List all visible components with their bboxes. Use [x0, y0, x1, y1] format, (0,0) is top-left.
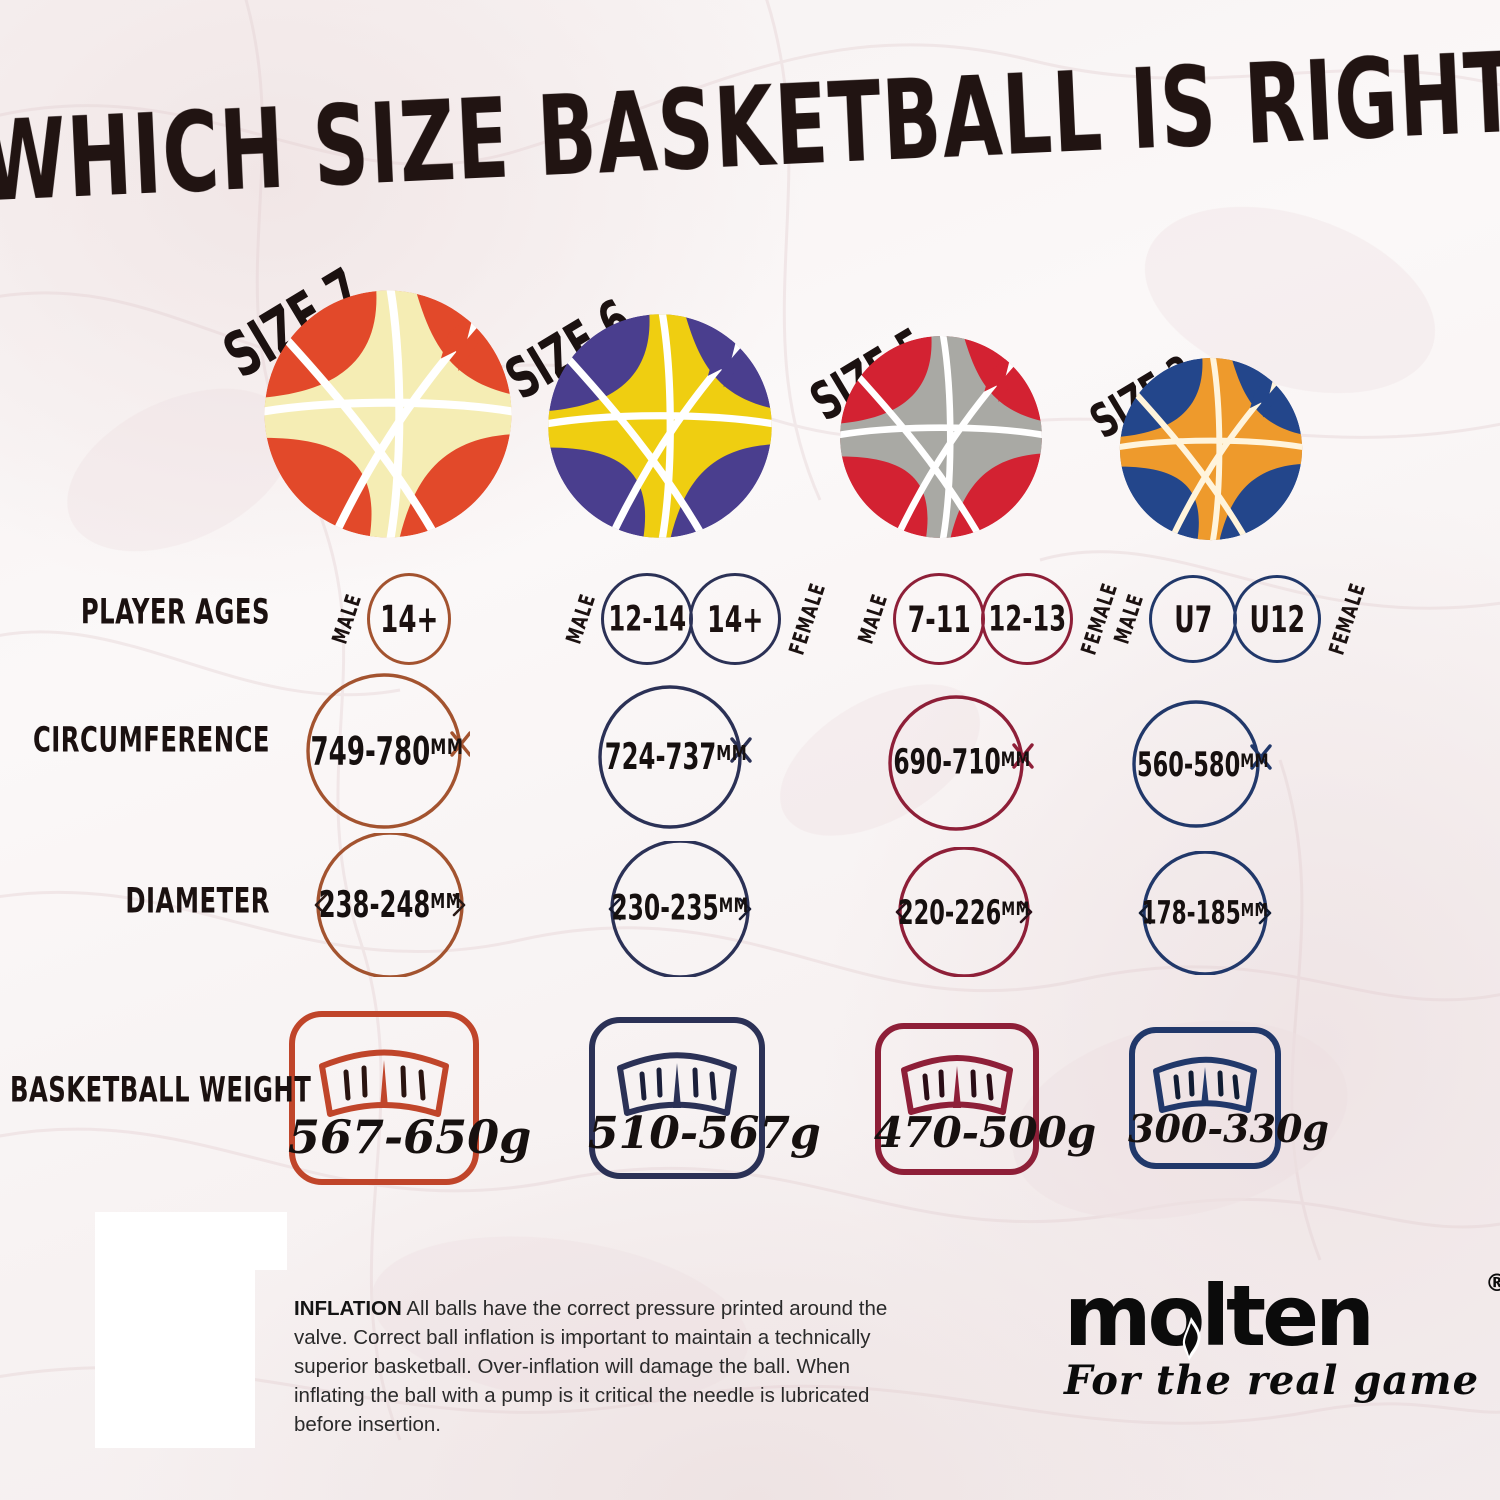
circumference-size-6-unit: MM	[716, 741, 748, 766]
scale-icon-size-7	[289, 1011, 479, 1185]
diameter-size-5: 220-226 MM	[886, 846, 1042, 978]
diameter-size-5-unit: MM	[1001, 897, 1030, 920]
age-tag-female-size-6-text: FEMALE	[785, 579, 832, 659]
scale-icon-size-5	[875, 1023, 1039, 1175]
age-tag-female-size-3-text: FEMALE	[1325, 579, 1372, 659]
age-tag-male-size-6-text: MALE	[561, 590, 602, 648]
diameter-size-6-value: 230-235	[611, 888, 719, 930]
circumference-size-5-value: 690-710	[893, 742, 1001, 784]
age-group-size-6: MALE 12-14 14+ FEMALE	[556, 573, 845, 665]
age-tag-female-size-6: FEMALE	[785, 579, 832, 659]
molten-wordmark: molten ®	[1064, 1271, 1500, 1361]
weight-scale-size-7: 567-650g	[288, 1010, 532, 1191]
age-circle-size-6-1-text: 14+	[707, 597, 764, 641]
diameter-size-6: 230-235 MM	[598, 839, 762, 979]
row-label-player-ages: PLAYER AGES	[20, 592, 270, 632]
inflation-note: INFLATION All balls have the correct pre…	[294, 1294, 894, 1439]
age-circle-size-3-0: U7	[1149, 575, 1238, 663]
weight-size-6-value: 510-567g	[588, 1108, 821, 1159]
age-circle-size-6-1: 14+	[689, 573, 782, 665]
molten-logo: molten ® For the real game	[1064, 1271, 1500, 1405]
flame-icon	[1172, 1296, 1208, 1373]
age-tag-male-size-3-text: MALE	[1109, 590, 1150, 648]
circumference-size-3-value: 560-580	[1136, 744, 1241, 784]
age-circle-size-7-0: 14+	[367, 573, 452, 665]
inflation-heading: INFLATION	[294, 1297, 402, 1320]
age-circle-size-5-1: 12-13	[981, 573, 1074, 665]
scale-icon-size-3	[1129, 1027, 1281, 1169]
age-circle-size-7-0-text: 14+	[380, 596, 439, 642]
circumference-ring-size-7	[306, 673, 472, 829]
row-label-diameter: DIAMETER	[20, 881, 270, 921]
diameter-size-6-unit: MM	[718, 894, 749, 917]
diameter-size-3-unit: MM	[1240, 898, 1269, 921]
circumference-size-5: 690-710 MM	[888, 693, 1036, 833]
row-label-diameter-text: DIAMETER	[125, 881, 270, 922]
age-circle-size-5-0: 7-11	[893, 573, 986, 665]
weight-scale-size-5: 470-500g	[874, 1022, 1097, 1181]
age-circle-size-3-1: U12	[1233, 575, 1322, 663]
diameter-ring-size-5	[895, 846, 1033, 978]
row-label-circumference-text: CIRCUMFERENCE	[32, 720, 270, 761]
row-label-weight-text: BASKETBALL WEIGHT	[10, 1070, 312, 1111]
age-circle-size-6-0: 12-14	[601, 573, 694, 665]
age-circle-size-3-0-text: U7	[1174, 597, 1213, 641]
age-circle-size-6-0-text: 12-14	[608, 598, 687, 640]
circumference-size-5-unit: MM	[1000, 748, 1031, 771]
weight-size-7-value: 567-650g	[288, 1110, 532, 1164]
weight-size-5-value: 470-500g	[874, 1108, 1097, 1157]
circumference-size-7-unit: MM	[430, 734, 464, 760]
age-group-size-3: MALE U7 U12 FEMALE	[1104, 575, 1385, 663]
basketball-size-7	[262, 288, 514, 540]
circumference-size-3-unit: MM	[1240, 749, 1269, 772]
inflation-body: All balls have the correct pressure prin…	[294, 1297, 888, 1436]
circumference-size-7-value: 749-780	[310, 728, 431, 774]
diameter-size-7-unit: MM	[430, 889, 462, 914]
circumference-ring-size-5	[888, 695, 1034, 831]
basketball-size-6	[546, 312, 774, 540]
age-group-size-7: MALE 14+	[322, 573, 452, 665]
scale-icon-size-6	[589, 1017, 765, 1179]
circumference-ring-size-3	[1132, 700, 1272, 828]
age-tag-male-size-5: MALE	[853, 590, 894, 648]
weight-size-3-value: 300-330g	[1128, 1106, 1329, 1151]
blank-logo-placeholder	[95, 1212, 255, 1448]
registered-trademark-icon: ®	[1485, 1269, 1500, 1297]
diameter-size-5-value: 220-226	[897, 892, 1002, 932]
diameter-size-3-value: 178-185	[1141, 894, 1241, 932]
row-label-circumference: CIRCUMFERENCE	[20, 720, 270, 760]
age-tag-male-size-5-text: MALE	[853, 590, 894, 648]
molten-tagline: For the real game	[1064, 1357, 1480, 1405]
weight-scale-size-6: 510-567g	[588, 1016, 821, 1185]
age-tag-male-size-7: MALE	[327, 590, 368, 648]
diameter-size-7: 238-248 MM	[302, 831, 478, 979]
age-tag-male-size-7-text: MALE	[327, 590, 368, 648]
basketball-size-3	[1118, 356, 1304, 542]
row-label-player-ages-text: PLAYER AGES	[80, 592, 270, 633]
age-group-size-5: MALE 7-11 12-13 FEMALE	[848, 573, 1137, 665]
weight-scale-size-3: 300-330g	[1128, 1026, 1329, 1175]
age-tag-male-size-6: MALE	[561, 590, 602, 648]
molten-wordmark-text: molten	[1064, 1267, 1375, 1365]
basketball-size-5	[838, 334, 1044, 540]
circumference-size-7: 749-780 MM	[304, 671, 472, 831]
circumference-size-6: 724-737 MM	[598, 683, 754, 831]
diameter-size-7-value: 238-248	[318, 884, 431, 926]
circumference-size-6-value: 724-737	[604, 736, 717, 778]
age-tag-male-size-3: MALE	[1109, 590, 1150, 648]
row-label-weight: BASKETBALL WEIGHT	[10, 1070, 311, 1110]
diameter-size-3: 178-185 MM	[1130, 850, 1280, 976]
age-circle-size-5-1-text: 12-13	[988, 598, 1067, 640]
age-tag-female-size-3: FEMALE	[1325, 579, 1372, 659]
circumference-ring-size-6	[598, 685, 752, 829]
blank-logo-placeholder-extension	[255, 1212, 287, 1270]
age-circle-size-3-1-text: U12	[1249, 597, 1306, 641]
diameter-ring-size-3	[1138, 850, 1272, 976]
circumference-size-3: 560-580 MM	[1132, 697, 1274, 831]
age-circle-size-5-0-text: 7-11	[907, 597, 971, 641]
